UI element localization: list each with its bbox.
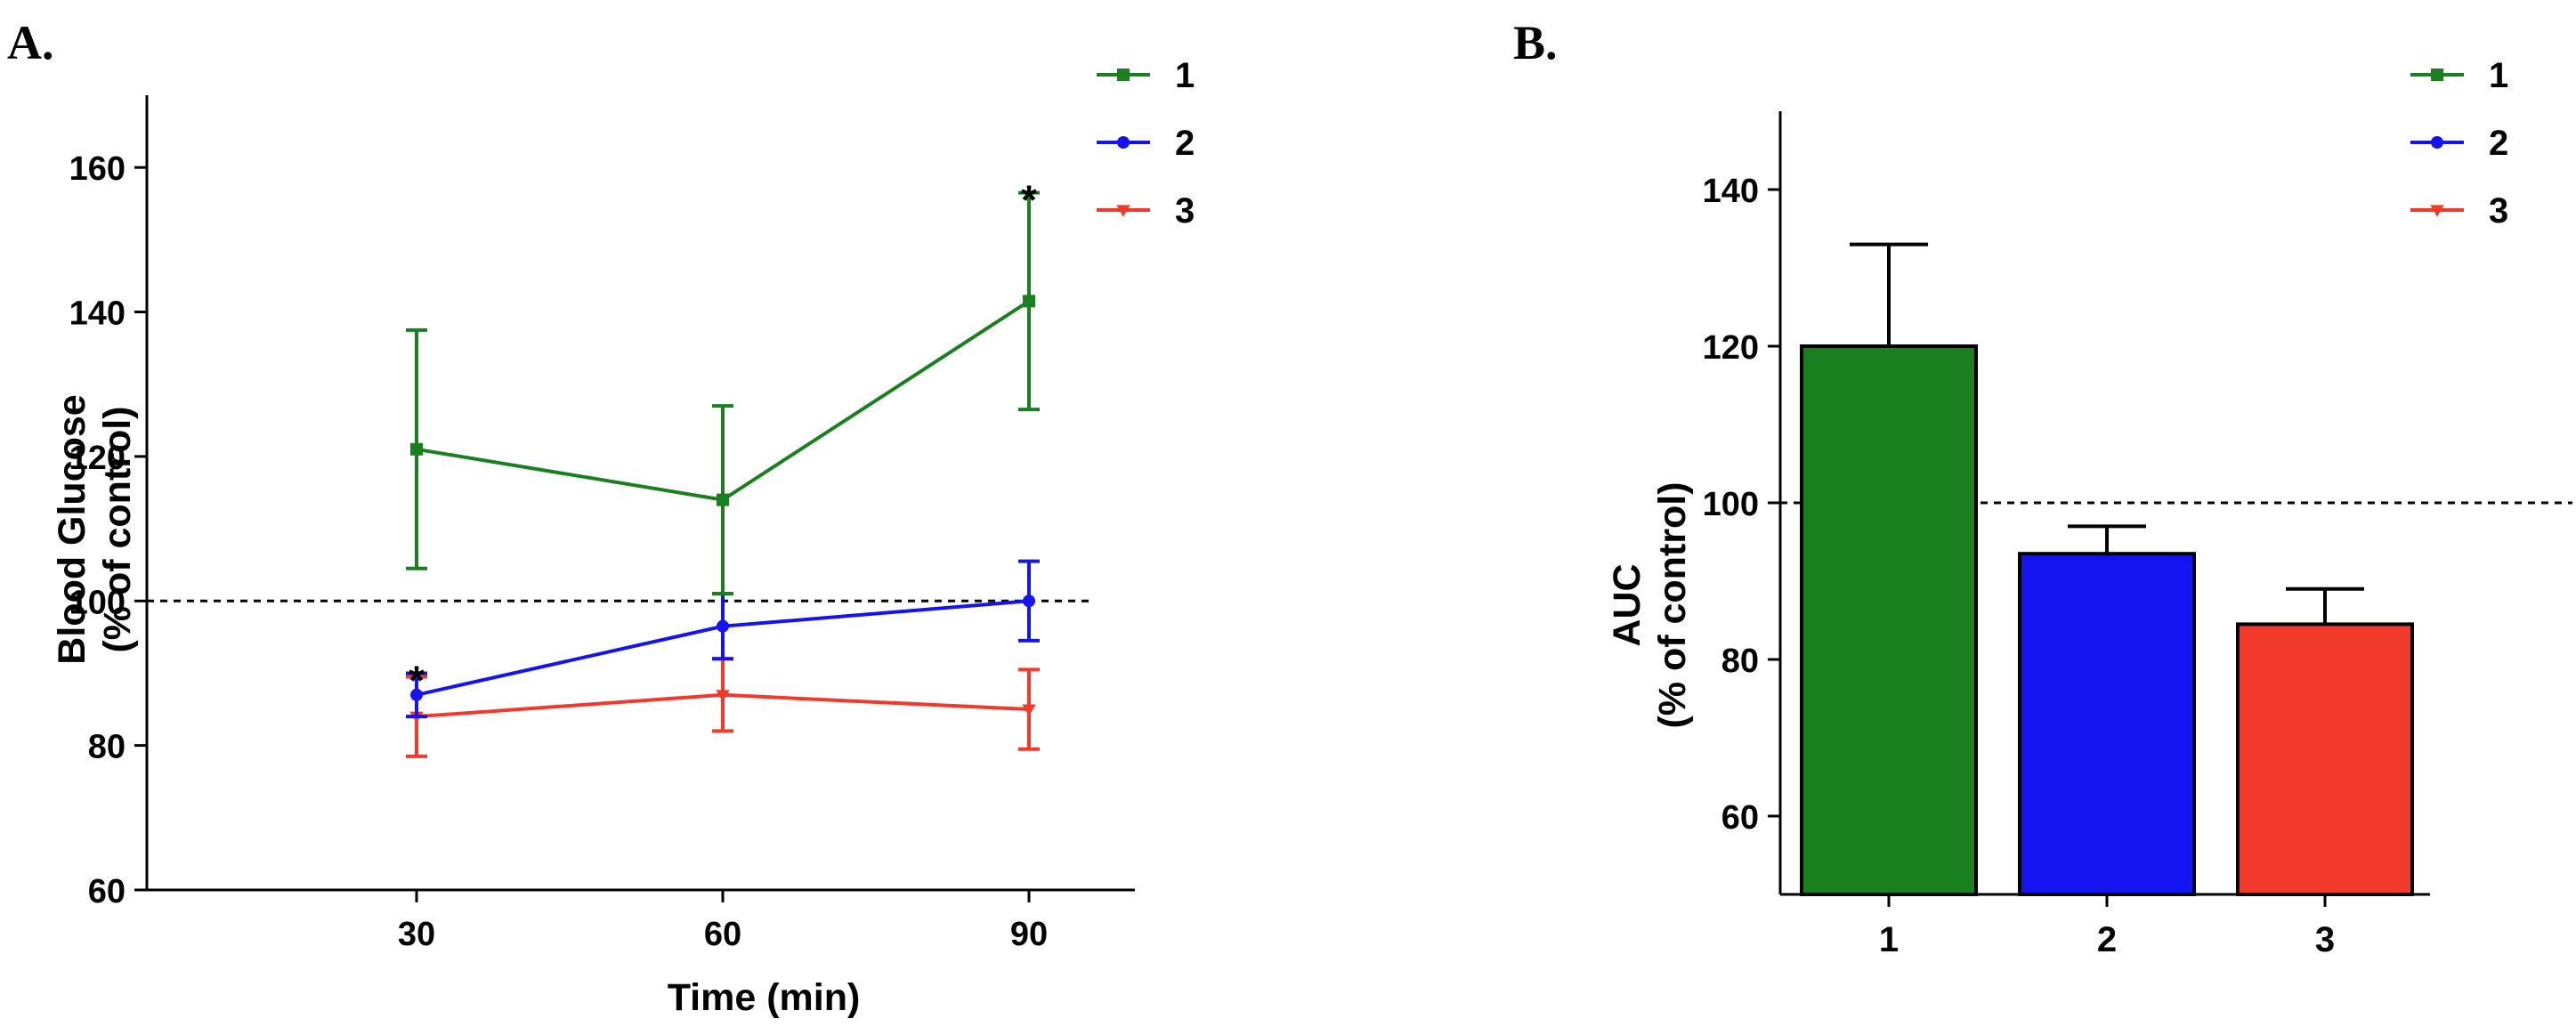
panel-a-x-tick-label: 60	[704, 916, 741, 953]
panel-a-legend-label-2: 2	[1175, 124, 1195, 163]
panel-a-axes: 60 80 100 120 140 160 30 60 90	[69, 95, 1135, 953]
panel-b-y-tick-label: 120	[1703, 329, 1759, 367]
panel-b-letter: B.	[1513, 16, 1558, 69]
panel-b-bar-3	[2236, 622, 2414, 897]
panel-b-y-axis-title-line1: AUC	[1606, 563, 1648, 646]
panel-a-point-1	[1023, 295, 1035, 308]
panel-a-legend-marker-1	[1117, 69, 1130, 81]
panel-a-point-2	[410, 688, 423, 701]
panel-a-legend-marker-2	[1117, 136, 1130, 149]
panel-b-y-tick-label: 100	[1703, 486, 1759, 523]
panel-b-y-axis-title-line2: (% of control)	[1651, 481, 1694, 728]
panel-b-bars	[1800, 242, 2414, 897]
panel-a-series: **	[406, 177, 1040, 758]
panel-b-bar-2	[2018, 552, 2196, 896]
panel-b-x-tick-label: 2	[2097, 920, 2117, 959]
panel-a-x-tick-label: 30	[398, 916, 435, 953]
panel-a-x-axis-title: Time (min)	[668, 976, 861, 1019]
panel-b-y-tick-label: 140	[1703, 173, 1759, 210]
panel-b-bar-chart: B. AUC (% of control) 60 80 100 120 140 1 2 3 1…	[1513, 16, 2572, 959]
panel-a-point-2	[1023, 594, 1035, 608]
panel-b-y-tick-label: 60	[1721, 799, 1759, 837]
panel-a-point-1	[717, 493, 729, 506]
panel-a-legend-marker-3	[1116, 205, 1130, 217]
panel-b-legend-label-3: 3	[2489, 191, 2508, 230]
panel-a-y-tick-label: 80	[88, 729, 126, 766]
panel-b-legend-label-2: 2	[2489, 124, 2508, 163]
panel-b-legend-marker-1	[2431, 69, 2443, 81]
panel-a-line-chart: A. Time (min) Blood Glucose (% of contro…	[7, 16, 1195, 1019]
panel-b-x-tick-label: 1	[1879, 920, 1899, 959]
panel-a-y-tick-label: 160	[69, 150, 126, 188]
panel-b-legend: 1 2 3	[2410, 56, 2508, 230]
panel-b-axes: 60 80 100 120 140 1 2 3	[1703, 111, 2572, 959]
panel-a-point-2	[717, 619, 729, 633]
panel-a-y-tick-label: 100	[69, 584, 126, 621]
panel-a-y-axis-title-line2: (% of control)	[96, 406, 139, 652]
panel-a-y-tick-label: 120	[69, 440, 126, 477]
panel-a-significance-mark: *	[409, 657, 425, 703]
panel-b-legend-marker-3	[2430, 205, 2444, 217]
panel-a-legend-label-1: 1	[1175, 56, 1195, 95]
panel-b-bar-1	[1800, 344, 1978, 896]
panel-b-y-tick-label: 80	[1721, 643, 1759, 680]
panel-b-x-tick-label: 3	[2315, 920, 2335, 959]
panel-b-legend-label-1: 1	[2489, 56, 2508, 95]
panel-a-significance-mark: *	[1021, 177, 1037, 223]
panel-a-letter: A.	[7, 16, 54, 69]
panel-a-legend-label-3: 3	[1175, 191, 1195, 230]
panel-b-legend-marker-2	[2431, 136, 2443, 149]
panel-a-x-tick-label: 90	[1010, 916, 1048, 953]
panel-a-point-1	[410, 442, 423, 456]
panel-a-point-3	[1022, 704, 1036, 716]
panel-a-point-3	[716, 690, 730, 702]
panel-a-y-tick-label: 60	[88, 873, 126, 910]
panel-a-y-axis-title-line1: Blood Glucose	[51, 394, 93, 664]
panel-a-y-tick-label: 140	[69, 295, 126, 333]
panel-a-legend: 1 2 3	[1097, 56, 1195, 230]
